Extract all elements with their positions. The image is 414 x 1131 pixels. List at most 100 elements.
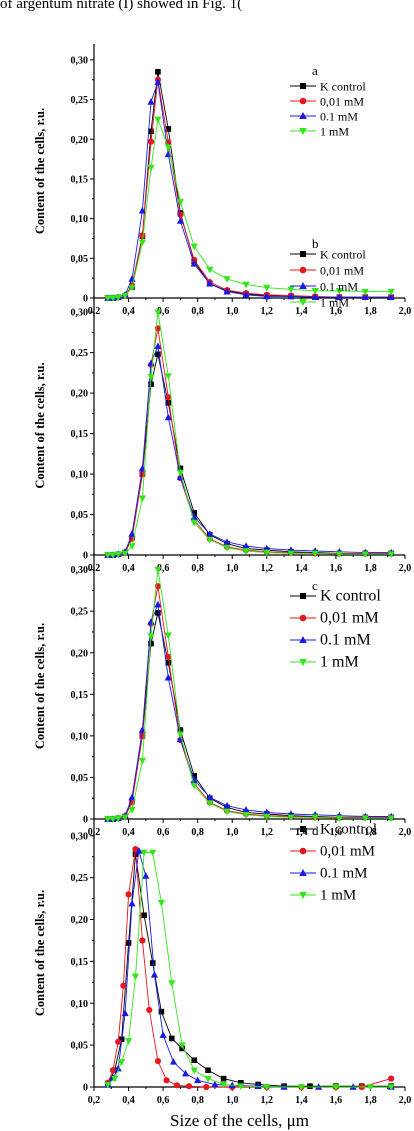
x-tick-label: 0,8	[191, 563, 204, 574]
data-point	[138, 206, 146, 214]
data-point	[366, 1084, 375, 1091]
x-tick-label: 0,8	[191, 827, 204, 838]
data-point	[223, 276, 231, 283]
legend-marker	[299, 97, 307, 105]
y-tick-label: 0,10	[71, 214, 89, 225]
x-tick-label: 2,0	[399, 306, 412, 317]
legend-label: 1 mM	[320, 296, 349, 310]
panel-letter: c	[312, 578, 318, 593]
legend-marker	[299, 892, 307, 899]
data-point	[311, 288, 319, 295]
data-point	[125, 891, 132, 898]
data-point	[335, 815, 343, 822]
panel-letter: a	[312, 63, 318, 78]
x-tick-label: 1,6	[330, 1095, 343, 1106]
series-line-0-1-mm	[107, 81, 392, 299]
data-point	[177, 465, 184, 472]
legend-label: K control	[320, 80, 366, 94]
data-point	[140, 849, 148, 857]
data-point	[263, 544, 271, 552]
x-tick-label: 0,4	[122, 563, 135, 574]
legend-label: K control	[320, 822, 377, 838]
data-point	[190, 513, 198, 520]
x-axis-label: Size of the cells, μm	[170, 1111, 309, 1130]
x-tick-label: 1,2	[261, 1095, 274, 1106]
data-point	[361, 551, 369, 558]
legend-label: 0,01 mM	[320, 95, 364, 109]
data-point	[148, 381, 154, 388]
y-tick-label: 0,20	[71, 135, 89, 146]
legend-label: 0.1 mM	[320, 110, 358, 124]
x-tick-label: 1,2	[261, 306, 274, 317]
x-tick-label: 1,4	[295, 1095, 308, 1106]
data-point	[147, 98, 155, 105]
x-tick-label: 0,8	[191, 306, 204, 317]
data-point	[164, 413, 172, 421]
data-point	[120, 982, 127, 989]
data-point	[131, 973, 140, 981]
data-point	[176, 469, 184, 477]
data-point	[155, 68, 161, 75]
data-point	[149, 960, 156, 966]
data-point	[164, 673, 172, 681]
x-tick-label: 1,8	[364, 1095, 377, 1106]
x-tick-label: 0,4	[122, 827, 135, 838]
data-point	[242, 542, 250, 549]
data-point	[139, 937, 146, 944]
data-point	[190, 243, 198, 251]
y-tick-label: 0,20	[71, 389, 89, 400]
data-point	[146, 1006, 153, 1014]
x-tick-label: 0,2	[88, 1095, 101, 1106]
data-point	[219, 1081, 228, 1089]
data-point	[387, 293, 395, 301]
data-point	[223, 801, 231, 809]
data-point	[149, 849, 157, 857]
y-tick-label: 0,10	[71, 731, 89, 742]
data-point	[361, 288, 369, 296]
x-tick-label: 1,0	[226, 306, 239, 317]
data-point	[238, 1080, 244, 1086]
series-line-0-1-mm	[107, 850, 392, 1088]
panel-letter: b	[312, 236, 319, 251]
legend-marker	[299, 112, 307, 119]
data-point	[263, 808, 271, 816]
legend-label: K control	[320, 588, 381, 605]
data-point	[177, 211, 184, 218]
x-tick-label: 1,4	[295, 306, 308, 317]
legend-label: 0,01 mM	[320, 264, 364, 278]
data-point	[138, 495, 146, 503]
data-point	[388, 1075, 395, 1082]
data-point	[387, 551, 395, 558]
data-point	[142, 872, 150, 879]
data-point	[206, 793, 214, 801]
legend-label: 1 mM	[320, 125, 349, 139]
y-tick-label: 0	[83, 815, 88, 826]
data-point	[190, 1067, 198, 1075]
data-point	[139, 232, 146, 239]
data-point	[155, 351, 161, 358]
data-point	[168, 980, 176, 987]
data-point	[147, 633, 155, 640]
x-tick-label: 0,6	[157, 827, 170, 838]
data-point	[223, 808, 231, 816]
data-point	[164, 373, 172, 380]
legend-marker	[300, 593, 306, 599]
x-tick-label: 1,4	[295, 827, 308, 838]
data-point	[165, 126, 172, 132]
data-point	[104, 1081, 112, 1089]
data-point	[311, 814, 319, 822]
legend-label: 0.1 mM	[320, 866, 368, 882]
data-point	[154, 116, 162, 124]
y-tick-label: 0,30	[71, 831, 89, 842]
data-point	[173, 1082, 181, 1089]
data-point	[242, 291, 250, 298]
y-tick-label: 0,25	[71, 873, 89, 884]
data-point	[109, 295, 117, 302]
legend-label: 0.1 mM	[320, 280, 358, 294]
data-point	[165, 400, 172, 406]
data-point	[181, 1069, 190, 1077]
x-tick-label: 1,0	[226, 827, 239, 838]
data-point	[147, 374, 155, 381]
data-point	[128, 543, 136, 550]
data-point	[315, 1083, 323, 1090]
